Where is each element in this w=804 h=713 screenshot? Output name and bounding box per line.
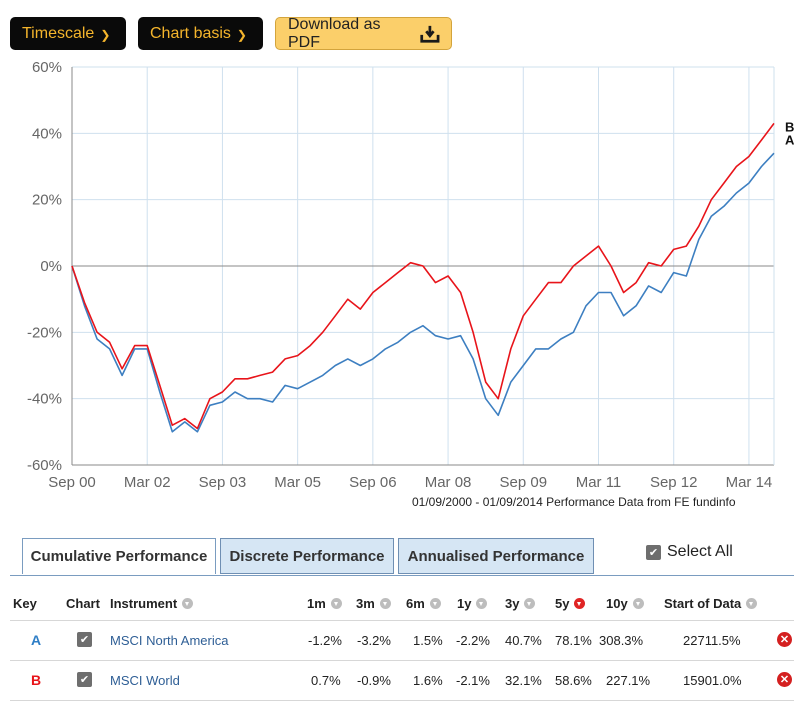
row-divider bbox=[10, 620, 794, 621]
sort-icon[interactable] bbox=[182, 598, 194, 609]
remove-icon[interactable]: ✕ bbox=[777, 632, 792, 647]
x-tick-label: Mar 11 bbox=[576, 474, 622, 491]
sort-icon[interactable] bbox=[632, 598, 644, 609]
cell-10y: 227.1% bbox=[606, 673, 651, 688]
cell-1m: -1.2% bbox=[308, 633, 342, 648]
row-chart-checkbox[interactable]: ✔ bbox=[77, 631, 98, 647]
header-5y[interactable]: 5y bbox=[555, 596, 586, 611]
checkbox-icon[interactable]: ✔ bbox=[77, 672, 92, 687]
header-10y[interactable]: 10y bbox=[606, 596, 644, 611]
x-tick-label: Mar 14 bbox=[726, 474, 773, 491]
row-key: B bbox=[31, 672, 42, 688]
x-tick-label: Sep 03 bbox=[199, 474, 247, 491]
row-divider bbox=[10, 660, 794, 661]
performance-chart: Sep 00 Mar 02 Sep 03 Mar 05 Sep 06 Mar 08 Sep … bbox=[27, 59, 795, 491]
x-tick-label: Sep 00 bbox=[48, 474, 96, 491]
x-tick-label: Sep 12 bbox=[650, 474, 698, 491]
checkbox-icon[interactable]: ✔ bbox=[646, 544, 661, 560]
remove-icon[interactable]: ✕ bbox=[777, 672, 792, 687]
cell-1y: -2.2% bbox=[456, 633, 490, 648]
x-tick-label: Mar 05 bbox=[274, 474, 321, 491]
header-instrument[interactable]: Instrument bbox=[110, 596, 194, 611]
cell-1m: 0.7% bbox=[311, 673, 341, 688]
select-all-toggle[interactable]: ✔ Select All bbox=[646, 543, 733, 561]
header-start-of-data[interactable]: Start of Data bbox=[664, 596, 758, 611]
header-1y[interactable]: 1y bbox=[457, 596, 488, 611]
chart-basis-label: Chart basis bbox=[150, 24, 231, 42]
chevron-down-icon: ❯ bbox=[100, 27, 111, 42]
download-icon bbox=[420, 25, 440, 43]
cell-start-of-data: 15901.0% bbox=[683, 673, 742, 688]
y-tick-label: -40% bbox=[27, 391, 62, 408]
header-3m[interactable]: 3m bbox=[356, 596, 391, 611]
download-label: Download as PDF bbox=[288, 15, 381, 51]
timescale-label: Timescale bbox=[22, 24, 95, 42]
cell-5y: 58.6% bbox=[555, 673, 592, 688]
series-line-a bbox=[71, 152, 775, 433]
y-tick-label: 0% bbox=[40, 258, 62, 275]
y-tick-label: -20% bbox=[27, 324, 62, 341]
cell-start-of-data: 22711.5% bbox=[683, 633, 741, 648]
row-chart-checkbox[interactable]: ✔ bbox=[77, 671, 98, 687]
chart-basis-button[interactable]: Chart basis ❯ bbox=[138, 17, 263, 50]
sort-icon[interactable] bbox=[429, 598, 441, 609]
tab-discrete-performance[interactable]: Discrete Performance bbox=[220, 538, 394, 574]
y-tick-label: 40% bbox=[32, 125, 62, 142]
x-tick-label: Mar 08 bbox=[425, 474, 472, 491]
y-tick-label: 20% bbox=[32, 192, 62, 209]
download-pdf-button[interactable]: Download as PDF bbox=[275, 15, 452, 51]
select-all-label: Select All bbox=[667, 543, 733, 560]
tab-cumulative-performance[interactable]: Cumulative Performance bbox=[22, 538, 216, 574]
sort-icon[interactable] bbox=[379, 598, 391, 609]
header-1m[interactable]: 1m bbox=[307, 596, 342, 611]
series-end-label: A bbox=[785, 132, 795, 147]
tab-label: Annualised Performance bbox=[407, 547, 585, 565]
tab-divider bbox=[10, 575, 794, 576]
sort-active-icon[interactable] bbox=[574, 598, 586, 609]
chevron-down-icon: ❯ bbox=[236, 27, 247, 42]
row-divider bbox=[10, 700, 794, 701]
sort-icon[interactable] bbox=[476, 598, 488, 609]
cell-10y: 308.3% bbox=[599, 633, 644, 648]
instrument-link[interactable]: MSCI World bbox=[110, 673, 180, 688]
cell-1y: -2.1% bbox=[456, 673, 490, 688]
chart-footnote: 01/09/2000 - 01/09/2014 Performance Data… bbox=[412, 495, 736, 509]
header-3y[interactable]: 3y bbox=[505, 596, 536, 611]
cell-6m: 1.5% bbox=[413, 633, 443, 648]
cell-3m: -3.2% bbox=[357, 633, 391, 648]
y-tick-label: -60% bbox=[27, 457, 62, 474]
series-line-b bbox=[71, 122, 775, 430]
series-end-label: B bbox=[785, 119, 794, 134]
x-tick-label: Sep 09 bbox=[500, 474, 548, 491]
header-6m[interactable]: 6m bbox=[406, 596, 441, 611]
tab-annualised-performance[interactable]: Annualised Performance bbox=[398, 538, 594, 574]
row-key: A bbox=[31, 632, 42, 648]
x-tick-label: Mar 02 bbox=[124, 474, 171, 491]
y-tick-label: 60% bbox=[32, 59, 62, 76]
sort-icon[interactable] bbox=[330, 598, 342, 609]
sort-icon[interactable] bbox=[746, 598, 758, 609]
instrument-link[interactable]: MSCI North America bbox=[110, 633, 229, 648]
cell-6m: 1.6% bbox=[413, 673, 443, 688]
timescale-button[interactable]: Timescale ❯ bbox=[10, 17, 126, 50]
tab-label: Cumulative Performance bbox=[30, 548, 208, 565]
tab-label: Discrete Performance bbox=[229, 547, 385, 565]
cell-3y: 32.1% bbox=[505, 673, 542, 688]
cell-3y: 40.7% bbox=[505, 633, 542, 648]
cell-5y: 78.1% bbox=[555, 633, 592, 648]
x-tick-label: Sep 06 bbox=[349, 474, 397, 491]
header-chart: Chart bbox=[66, 596, 100, 611]
header-key: Key bbox=[13, 596, 37, 611]
checkbox-icon[interactable]: ✔ bbox=[77, 632, 92, 647]
cell-3m: -0.9% bbox=[357, 673, 391, 688]
sort-icon[interactable] bbox=[524, 598, 536, 609]
